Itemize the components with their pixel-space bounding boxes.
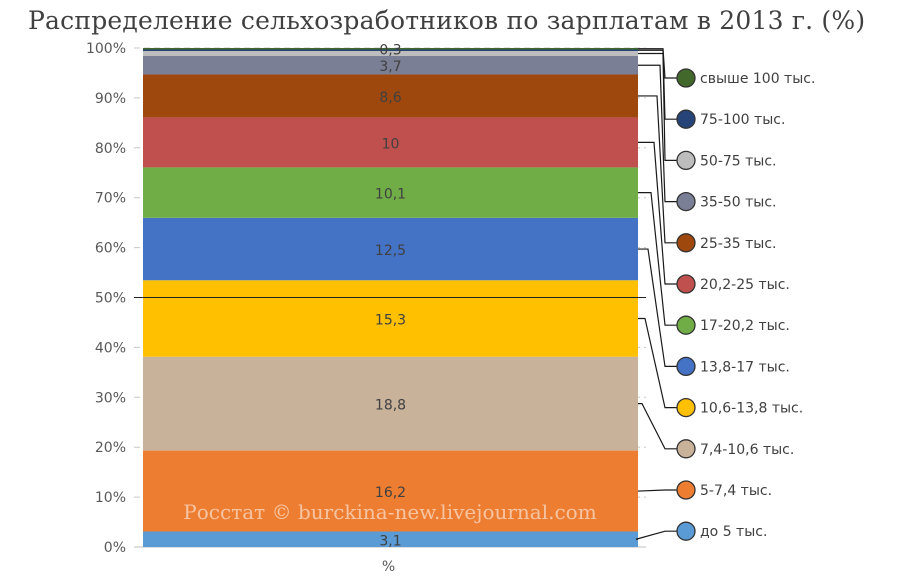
y-tick-label: 80% (95, 141, 126, 157)
leader-line (638, 52, 677, 161)
leader-line (638, 403, 677, 450)
data-label: 10 (382, 136, 400, 152)
leader-line (638, 489, 677, 492)
leader-line (638, 48, 677, 79)
data-label: 8,6 (379, 90, 401, 106)
data-label: 0,3 (379, 43, 401, 59)
bar-segment (143, 280, 638, 357)
y-tick-label: 40% (95, 340, 126, 356)
bar-segment (143, 167, 638, 218)
legend-label: 17-20,2 тыс. (700, 318, 790, 334)
legend-marker-icon (676, 191, 696, 212)
legend-marker-icon (676, 274, 696, 294)
bar-segment (143, 531, 638, 547)
leader-line (638, 95, 677, 244)
watermark: Росстат © burckina-new.livejournal.com (183, 500, 596, 524)
leader-line (638, 317, 677, 409)
legend-label: свыше 100 тыс. (700, 71, 815, 87)
leader-line (638, 64, 677, 203)
legend-marker-icon (676, 315, 696, 335)
y-tick-label: 30% (95, 390, 126, 406)
leader-line (638, 49, 677, 120)
legend-marker-icon (676, 150, 696, 171)
y-tick-label: 70% (95, 191, 126, 207)
bar-segment (143, 74, 638, 118)
y-tick-label: 50% (95, 291, 126, 307)
legend-marker-icon (676, 397, 696, 418)
data-label: 15,3 (375, 312, 406, 328)
legend-marker-icon (676, 480, 696, 500)
legend-label: 10,6-13,8 тыс. (700, 401, 803, 417)
leader-line (638, 248, 677, 367)
data-label: 10,1 (375, 187, 406, 203)
legend-marker-icon (676, 233, 696, 253)
legend-marker-icon (676, 68, 696, 88)
y-tick-label: 60% (95, 241, 126, 257)
bar-segment (143, 50, 638, 56)
chart-title: Распределение сельхозработников по зарпл… (28, 6, 866, 35)
y-tick-label: 20% (95, 440, 126, 456)
bar-segments (134, 48, 646, 547)
bar-segment (143, 217, 638, 281)
x-category-label: % (382, 559, 395, 575)
bar-segment (143, 55, 638, 75)
legend-label: до 5 тыс. (700, 524, 767, 540)
bar-segment (143, 49, 638, 51)
legend-label: 13,8-17 тыс. (700, 359, 790, 375)
legend: до 5 тыс. 5-7,4 тыс. 7,4-10,6 тыс. 10,6-13,… (676, 68, 815, 541)
legend-label: 25-35 тыс. (700, 236, 777, 252)
y-tick-label: 100% (86, 41, 126, 57)
bar-segment (143, 117, 638, 168)
y-tick-label: 0% (104, 540, 126, 556)
leader-line (635, 530, 677, 540)
data-labels: 3,1 16,2 18,8 15,3 12,5 10,1 10 8,6 3,70,3 (375, 43, 406, 550)
legend-label: 35-50 тыс. (700, 195, 777, 211)
legend-leader-lines (635, 48, 677, 540)
leader-line (638, 141, 677, 285)
legend-marker-icon (676, 109, 696, 129)
bar-segment (143, 48, 638, 50)
legend-label: 20,2-25 тыс. (700, 277, 790, 293)
y-tick-label: 90% (95, 91, 126, 107)
data-label: 16,2 (375, 485, 406, 501)
y-axis: 0% 10% 20% 30% 40% 50% 60% 70% 80% 90% 100% (86, 41, 126, 556)
data-label: 3,1 (379, 533, 401, 549)
bar-segment (143, 450, 638, 532)
data-label: 3,7 (379, 59, 401, 75)
legend-marker-icon (676, 439, 696, 459)
legend-label: 5-7,4 тыс. (700, 483, 772, 499)
legend-marker-icon (676, 356, 696, 377)
legend-label: 50-75 тыс. (700, 153, 777, 169)
legend-label: 7,4-10,6 тыс. (700, 442, 794, 458)
legend-marker-icon (676, 521, 696, 541)
leader-line (638, 192, 677, 326)
data-label: 12,5 (375, 243, 406, 259)
data-label: 18,8 (375, 398, 406, 414)
legend-label: 75-100 тыс. (700, 112, 785, 128)
bar-segment (143, 356, 638, 451)
y-tick-label: 10% (95, 490, 126, 506)
